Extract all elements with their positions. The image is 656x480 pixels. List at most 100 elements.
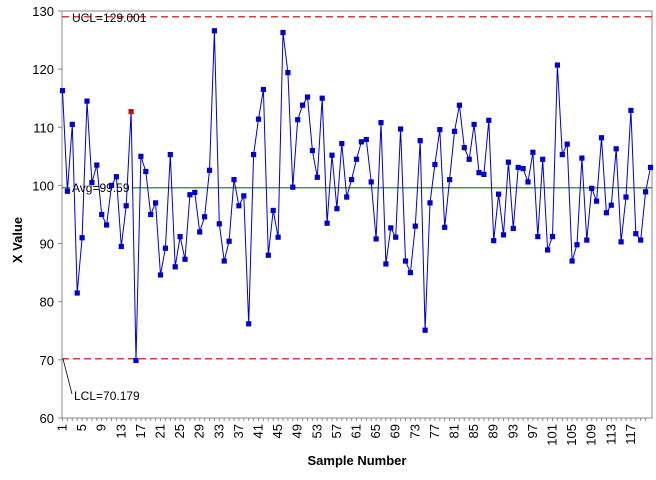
data-point [59,88,66,94]
y-tick-label: 110 [33,120,54,135]
data-point [202,214,208,220]
data-point [334,206,340,212]
data-point [378,120,384,126]
data-point [471,121,477,127]
data-point [265,252,271,258]
x-tick-label: 117 [623,424,638,445]
data-point [309,147,315,154]
data-point [633,231,639,237]
x-tick-label: 33 [211,424,226,438]
data-point [476,170,482,176]
avg-label: Avg=99.59 [72,181,130,195]
data-point [280,29,286,36]
data-point [496,191,502,197]
data-point [407,270,413,276]
data-point [304,94,311,100]
data-point [153,200,159,206]
data-point [638,237,644,243]
data-point [216,221,222,227]
x-tick-label: 93 [505,424,520,438]
data-point [398,126,404,132]
x-axis-title: Sample Number [308,453,407,468]
data-point [108,182,115,189]
out-of-control-point [128,108,134,115]
data-point [559,152,565,158]
y-tick-label: 120 [32,62,54,77]
data-point [466,156,472,162]
data-point [515,164,521,171]
y-tick-label: 100 [32,178,54,193]
lcl-label: LCL=70.179 [74,389,140,403]
data-point [314,174,320,180]
x-tick-label: 5 [74,424,89,431]
x-tick-label: 45 [270,424,285,438]
data-point [594,198,600,204]
data-point [79,235,85,241]
data-point [290,184,296,190]
data-point [344,194,350,200]
data-point [167,152,173,158]
x-tick-label: 29 [192,424,207,438]
data-point [275,234,281,240]
x-tick-label: 101 [545,424,560,446]
data-point [613,146,619,152]
data-point [104,222,110,228]
data-point [510,225,516,232]
x-tick-label: 89 [486,424,501,438]
data-point [500,232,507,238]
data-point [373,236,379,242]
data-point [300,102,306,108]
data-point [339,140,345,147]
x-tick-label: 77 [427,424,442,438]
data-point [236,203,242,209]
x-tick-label: 53 [309,424,324,438]
data-point [569,258,575,264]
data-point [270,207,276,214]
x-tick-label: 13 [113,424,128,438]
data-point [221,258,227,264]
data-point [505,159,511,165]
data-point [535,233,541,240]
series-layer [59,28,654,364]
data-point [383,261,389,267]
data-point [123,203,129,209]
data-point [255,116,262,122]
data-point [427,200,433,206]
data-point [461,145,467,151]
data-point [295,117,301,123]
data-point [608,202,614,208]
data-point [69,121,75,127]
x-tick-label: 1 [55,424,70,431]
data-point [172,264,178,270]
data-point [628,107,634,114]
data-point [148,211,154,218]
data-point [451,128,458,134]
data-point [574,242,580,248]
x-tick-label: 49 [290,424,305,438]
data-point [231,177,237,183]
data-point [554,62,560,68]
data-point [251,152,257,158]
data-point [349,177,355,183]
data-point [89,179,95,186]
data-point [211,28,217,34]
data-point [412,223,418,229]
data-point [206,167,213,173]
data-point [319,95,325,101]
x-tick-label: 57 [329,424,344,438]
data-point [324,220,330,226]
data-point [486,117,492,123]
data-point [84,98,90,104]
data-point [647,164,654,171]
data-point [520,165,526,172]
x-tick-label: 25 [172,424,187,438]
data-point [481,171,487,177]
data-point [162,245,168,251]
data-point [353,156,360,162]
data-point [118,243,124,250]
data-point [182,256,188,262]
y-tick-label: 70 [40,353,54,368]
data-point [99,211,105,218]
data-point [74,290,80,296]
data-point [138,153,144,159]
